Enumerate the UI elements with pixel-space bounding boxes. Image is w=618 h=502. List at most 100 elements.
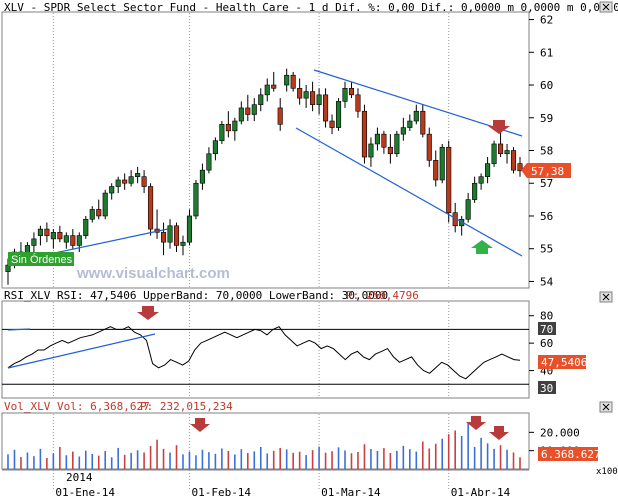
candle-body [491,143,497,164]
price-y-tick-label: 55 [540,243,553,256]
candle-body [368,143,374,158]
candle-body [212,140,218,155]
x-axis: 2014 01-Ene-14 01-Feb-14 01-Mar-14 01-Abr-1… [2,469,529,499]
volume-value-label: 6.368.627 [541,448,601,461]
candle-body [420,110,426,135]
candle-body [297,87,303,99]
x-axis-tick-label: 01-Feb-14 [191,486,251,499]
candle-body [348,87,355,96]
candle-body [342,87,348,102]
candle-body [31,238,37,246]
candle-body [407,120,413,128]
volume-vertical-gridlines [52,414,450,469]
rsi-down-arrow-icon [137,306,159,320]
vol-down-arrow-2-icon [466,416,486,430]
vol-down-arrow-1-icon [190,418,210,432]
candle-body [387,146,393,155]
candle-body [498,143,504,155]
candle-body [167,225,173,243]
candle-body [186,215,193,243]
candle-body [70,235,76,246]
price-y-tick-label: 56 [540,210,553,223]
volume-multiplier: x1000 [596,467,618,477]
candle-body [504,150,510,155]
candle-body [316,94,322,105]
order-badge[interactable] [8,252,74,266]
rsi-upper-badge [538,322,556,335]
upper-trend-line[interactable] [313,69,523,137]
close-icon [602,293,610,301]
candle-body [83,218,89,236]
candle-body [478,176,484,184]
watermark: www.visualchart.com [76,265,230,282]
candle-body [141,176,147,187]
candle-body [63,235,69,243]
volume-header: Vol_XLV Vol: 6,368,627 [4,400,150,413]
candle-body [206,153,212,171]
candle-body [245,107,251,115]
candle-body [44,228,50,236]
candle-body [115,179,121,187]
candle-body [517,163,523,172]
candle-body [76,235,82,246]
price-panel: XLV - SPDR Select Sector Fund - Health C… [0,0,618,289]
candle-body [180,241,186,246]
rsi-trend-line[interactable] [7,333,156,369]
rsi-line [7,326,521,380]
candle-body [219,124,225,141]
price-y-tick-label: 59 [540,112,553,125]
price-header: XLV - SPDR Select Sector Fund - Health C… [4,1,618,14]
rsi-lower-badge [538,381,556,394]
candle-body [446,146,452,214]
candle-body [128,176,134,184]
candle-body [335,101,342,128]
candle-body [225,124,231,132]
candle-body [238,107,244,122]
lower-trend-line[interactable] [295,127,523,257]
candle-body [89,209,95,220]
candle-body [264,84,270,96]
candle-body [413,110,419,122]
candle-body [303,91,309,99]
rsi-y-tick-label: 80 [540,310,553,323]
rsi-lower-label: 30 [540,382,553,395]
candle-body [290,74,296,89]
up-arrow-icon [471,240,493,254]
candle-body [361,110,368,158]
candle-body [37,228,43,236]
candle-body [193,182,199,217]
vol-down-arrow-3-icon [489,426,509,440]
rsi-upper-label: 70 [540,323,553,336]
candle-body [374,133,380,145]
candle-body [96,209,102,217]
candle-body [355,94,361,112]
candle-body [5,264,11,272]
candle-body [251,104,257,115]
candle-body [102,192,108,217]
rsi-header-p: P: 258,4796 [346,289,419,302]
volume-bars [7,423,521,469]
last-price-pointer [521,163,527,178]
candle-body [439,146,445,181]
x-axis-tick-label: 01-Mar-14 [321,486,381,499]
candle-body [57,232,63,240]
candle-body [258,94,264,105]
price-y-tick-label: 62 [540,14,553,27]
x-axis-labels: 01-Ene-14 01-Feb-14 01-Mar-14 01-Abr-14 [52,470,511,499]
candle-body [310,91,316,105]
candle-body [135,173,141,177]
rsi-top-trend-line[interactable] [7,328,31,331]
price-y-tick-label: 54 [540,275,554,288]
candle-body [232,120,238,132]
candle-body [510,150,517,171]
candle-body [199,169,205,184]
price-y-axis: 62 61 60 59 58 57 56 55 54 [529,14,554,288]
rsi-header: RSI_XLV RSI: 47,5406 UpperBand: 70,0000 … [4,289,388,302]
volume-plot-frame [1,412,530,470]
last-price-badge [527,163,571,178]
candle-body [426,133,432,161]
rsi-vertical-gridlines [52,302,450,398]
candle-body [50,232,56,240]
rsi-plot-frame [1,300,530,399]
